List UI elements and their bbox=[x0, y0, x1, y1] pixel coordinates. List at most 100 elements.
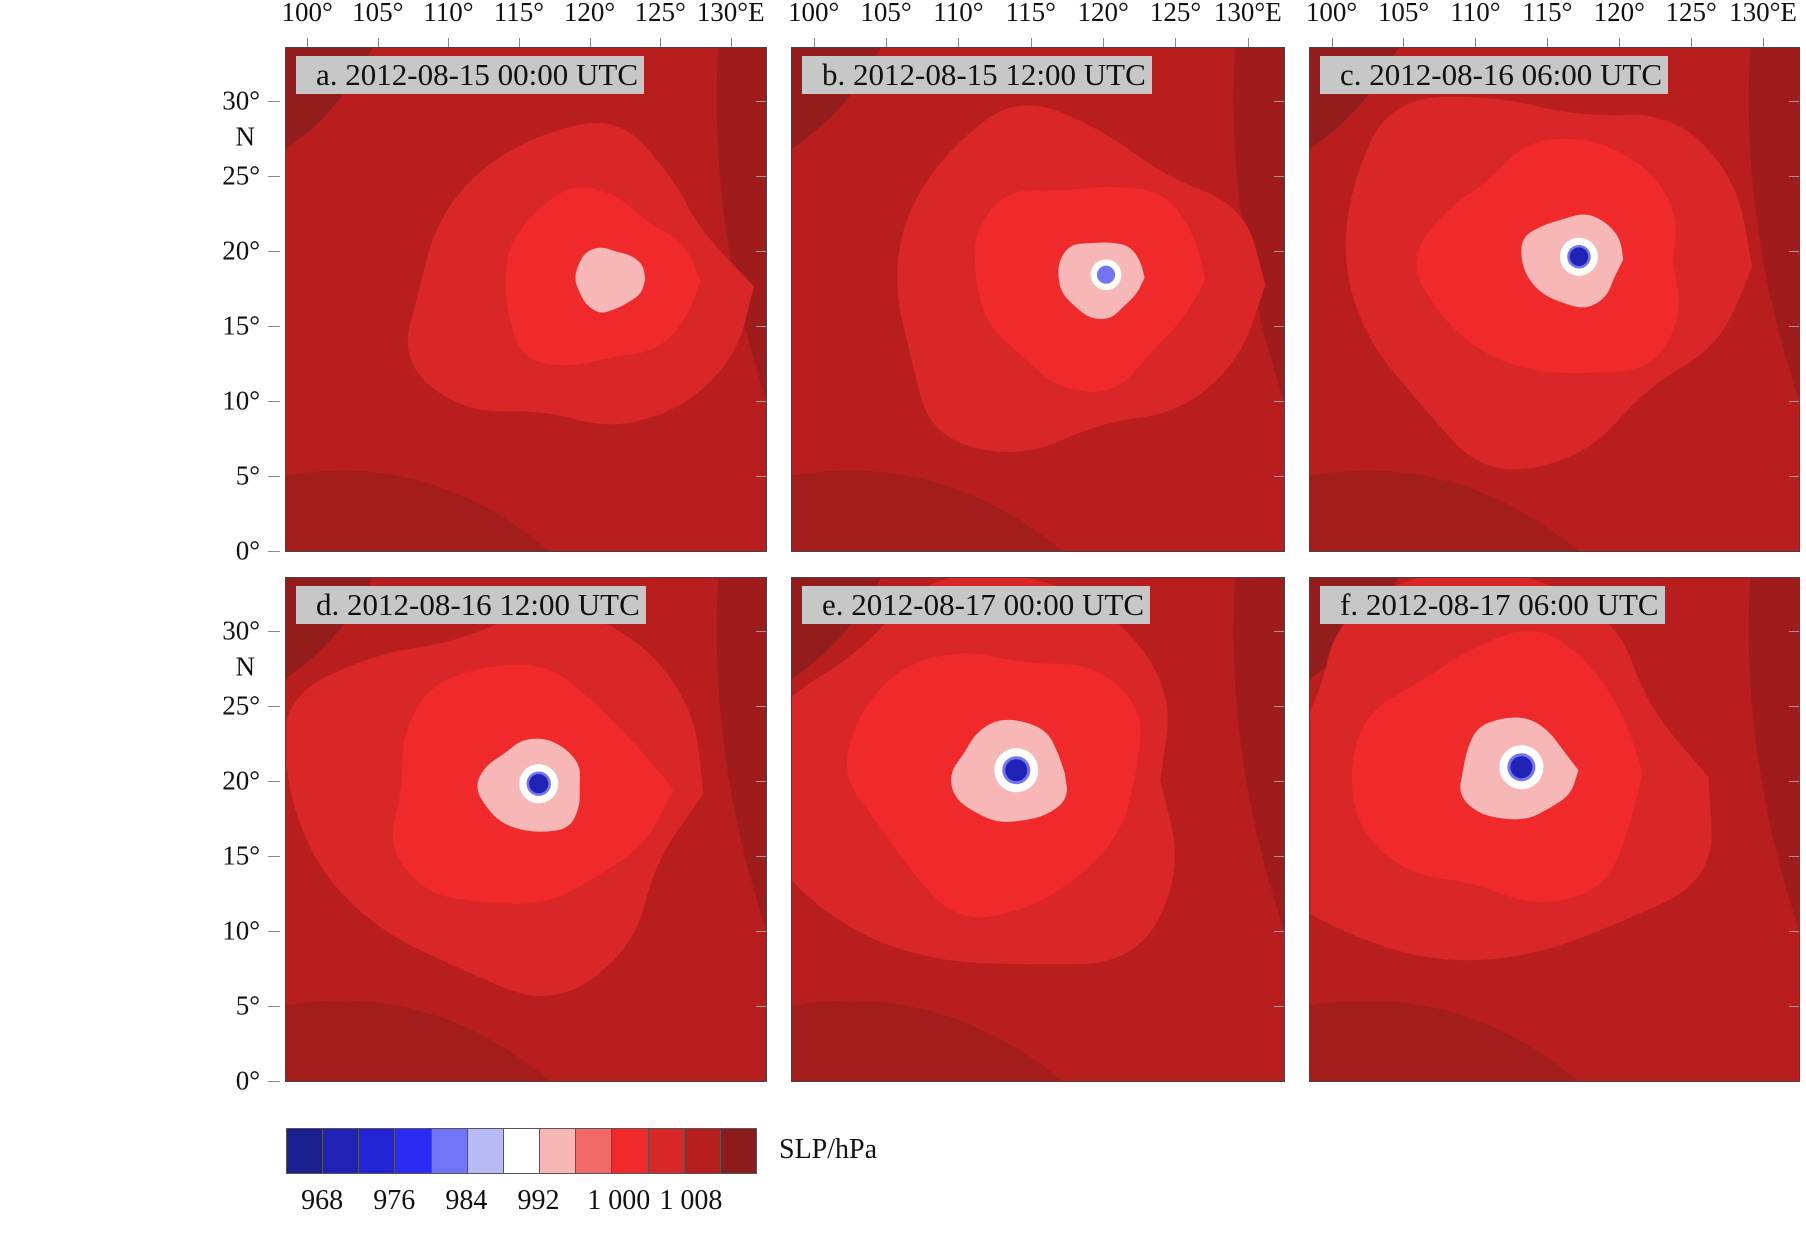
latitude-tick-label: 20° bbox=[222, 765, 260, 796]
slp-map-panel-c: c. 2012-08-16 06:00 UTC bbox=[1310, 48, 1799, 551]
longitude-tick-mark bbox=[378, 38, 379, 48]
slp-contour-band bbox=[1097, 266, 1115, 284]
typhoon-center-low bbox=[529, 774, 548, 793]
panel-latitude-tick bbox=[1789, 101, 1799, 102]
typhoon-center-low bbox=[1570, 247, 1589, 266]
latitude-tick-label: 15° bbox=[222, 310, 260, 341]
longitude-tick-mark bbox=[1175, 38, 1176, 48]
panel-latitude-tick bbox=[1274, 931, 1284, 932]
latitude-tick-mark bbox=[268, 631, 280, 632]
panel-latitude-tick bbox=[1789, 176, 1799, 177]
latitude-tick-mark bbox=[268, 401, 280, 402]
latitude-tick-mark bbox=[268, 101, 280, 102]
colorbar-swatch bbox=[323, 1129, 359, 1173]
colorbar-swatch bbox=[612, 1129, 648, 1173]
panel-title: b. 2012-08-15 12:00 UTC bbox=[802, 56, 1152, 94]
latitude-tick-label: 15° bbox=[222, 840, 260, 871]
panel-latitude-tick bbox=[1789, 931, 1799, 932]
latitude-axis-bottom-row: 30° 25° 20° 15° 10° 5° 0° N bbox=[200, 578, 280, 1081]
panel-latitude-tick bbox=[1274, 326, 1284, 327]
longitude-tick-label: 100° bbox=[788, 0, 839, 28]
panel-latitude-tick bbox=[756, 401, 766, 402]
colorbar-swatch bbox=[685, 1129, 721, 1173]
panel-latitude-tick bbox=[1789, 401, 1799, 402]
colorbar-swatch bbox=[576, 1129, 612, 1173]
slp-field-map bbox=[286, 48, 766, 551]
colorbar-unit-label: SLP/hPa bbox=[779, 1134, 877, 1166]
panel-latitude-tick bbox=[756, 856, 766, 857]
panel-title: f. 2012-08-17 06:00 UTC bbox=[1320, 586, 1665, 624]
colorbar-tick-label: 992 bbox=[518, 1185, 560, 1217]
longitude-axis-col-1: 100° 105° 110° 115° 120° 125° 130°E bbox=[286, 0, 766, 54]
panel-title: a. 2012-08-15 00:00 UTC bbox=[296, 56, 644, 94]
panel-latitude-tick bbox=[756, 931, 766, 932]
colorbar-swatch bbox=[359, 1129, 395, 1173]
latitude-tick-label: 0° bbox=[236, 536, 260, 567]
longitude-axis-col-3: 100° 105° 110° 115° 120° 125° 130°E bbox=[1310, 0, 1799, 54]
longitude-tick-label: 115° bbox=[494, 0, 544, 28]
panel-latitude-tick bbox=[756, 326, 766, 327]
latitude-tick-mark bbox=[268, 551, 280, 552]
panel-latitude-tick bbox=[1789, 326, 1799, 327]
panel-latitude-tick bbox=[756, 706, 766, 707]
latitude-tick-mark bbox=[268, 856, 280, 857]
latitude-tick-mark bbox=[268, 1081, 280, 1082]
slp-field-map bbox=[1310, 48, 1799, 551]
typhoon-center-low bbox=[1005, 759, 1027, 781]
latitude-unit-label: N bbox=[236, 121, 256, 152]
longitude-tick-mark bbox=[590, 38, 591, 48]
panel-latitude-tick bbox=[1274, 401, 1284, 402]
longitude-tick-label: 130°E bbox=[1729, 0, 1797, 28]
longitude-tick-mark bbox=[1103, 38, 1104, 48]
latitude-tick-mark bbox=[268, 931, 280, 932]
longitude-axis-col-2: 100° 105° 110° 115° 120° 125° 130°E bbox=[792, 0, 1284, 54]
longitude-tick-label: 115° bbox=[1522, 0, 1572, 28]
panel-latitude-tick bbox=[756, 176, 766, 177]
longitude-tick-mark bbox=[1031, 38, 1032, 48]
panel-title: d. 2012-08-16 12:00 UTC bbox=[296, 586, 646, 624]
panel-latitude-tick bbox=[1274, 631, 1284, 632]
slp-map-panel-b: b. 2012-08-15 12:00 UTC bbox=[792, 48, 1284, 551]
panel-title: e. 2012-08-17 00:00 UTC bbox=[802, 586, 1150, 624]
longitude-tick-label: 115° bbox=[1006, 0, 1056, 28]
panel-latitude-tick bbox=[756, 101, 766, 102]
longitude-tick-label: 110° bbox=[933, 0, 983, 28]
latitude-tick-label: 25° bbox=[222, 160, 260, 191]
latitude-tick-mark bbox=[268, 326, 280, 327]
longitude-tick-mark bbox=[448, 38, 449, 48]
latitude-tick-mark bbox=[268, 781, 280, 782]
longitude-tick-mark bbox=[1763, 38, 1764, 48]
longitude-tick-mark bbox=[958, 38, 959, 48]
longitude-tick-label: 100° bbox=[1306, 0, 1357, 28]
longitude-tick-mark bbox=[1475, 38, 1476, 48]
longitude-tick-label: 125° bbox=[634, 0, 685, 28]
latitude-tick-label: 20° bbox=[222, 235, 260, 266]
panel-latitude-tick bbox=[1789, 856, 1799, 857]
colorbar bbox=[286, 1128, 757, 1174]
longitude-tick-mark bbox=[1332, 38, 1333, 48]
panel-latitude-tick bbox=[756, 781, 766, 782]
panel-latitude-tick bbox=[1789, 706, 1799, 707]
longitude-tick-label: 125° bbox=[1665, 0, 1716, 28]
latitude-tick-label: 0° bbox=[236, 1066, 260, 1097]
longitude-tick-label: 130°E bbox=[697, 0, 765, 28]
panel-latitude-tick bbox=[756, 1006, 766, 1007]
colorbar-swatch bbox=[540, 1129, 576, 1173]
slp-map-panel-f: f. 2012-08-17 06:00 UTC bbox=[1310, 578, 1799, 1081]
slp-field-map bbox=[1310, 578, 1799, 1081]
latitude-tick-label: 10° bbox=[222, 385, 260, 416]
latitude-tick-label: 10° bbox=[222, 915, 260, 946]
colorbar-swatch bbox=[468, 1129, 504, 1173]
colorbar-tick-label: 968 bbox=[301, 1185, 343, 1217]
longitude-tick-label: 110° bbox=[1450, 0, 1500, 28]
slp-map-panel-d: d. 2012-08-16 12:00 UTC bbox=[286, 578, 766, 1081]
latitude-tick-label: 30° bbox=[222, 85, 260, 116]
panel-title: c. 2012-08-16 06:00 UTC bbox=[1320, 56, 1668, 94]
panel-latitude-tick bbox=[1789, 251, 1799, 252]
longitude-tick-mark bbox=[1403, 38, 1404, 48]
longitude-tick-mark bbox=[1547, 38, 1548, 48]
panel-latitude-tick bbox=[1789, 1006, 1799, 1007]
longitude-tick-label: 105° bbox=[1378, 0, 1429, 28]
colorbar-swatch bbox=[649, 1129, 685, 1173]
longitude-tick-mark bbox=[519, 38, 520, 48]
